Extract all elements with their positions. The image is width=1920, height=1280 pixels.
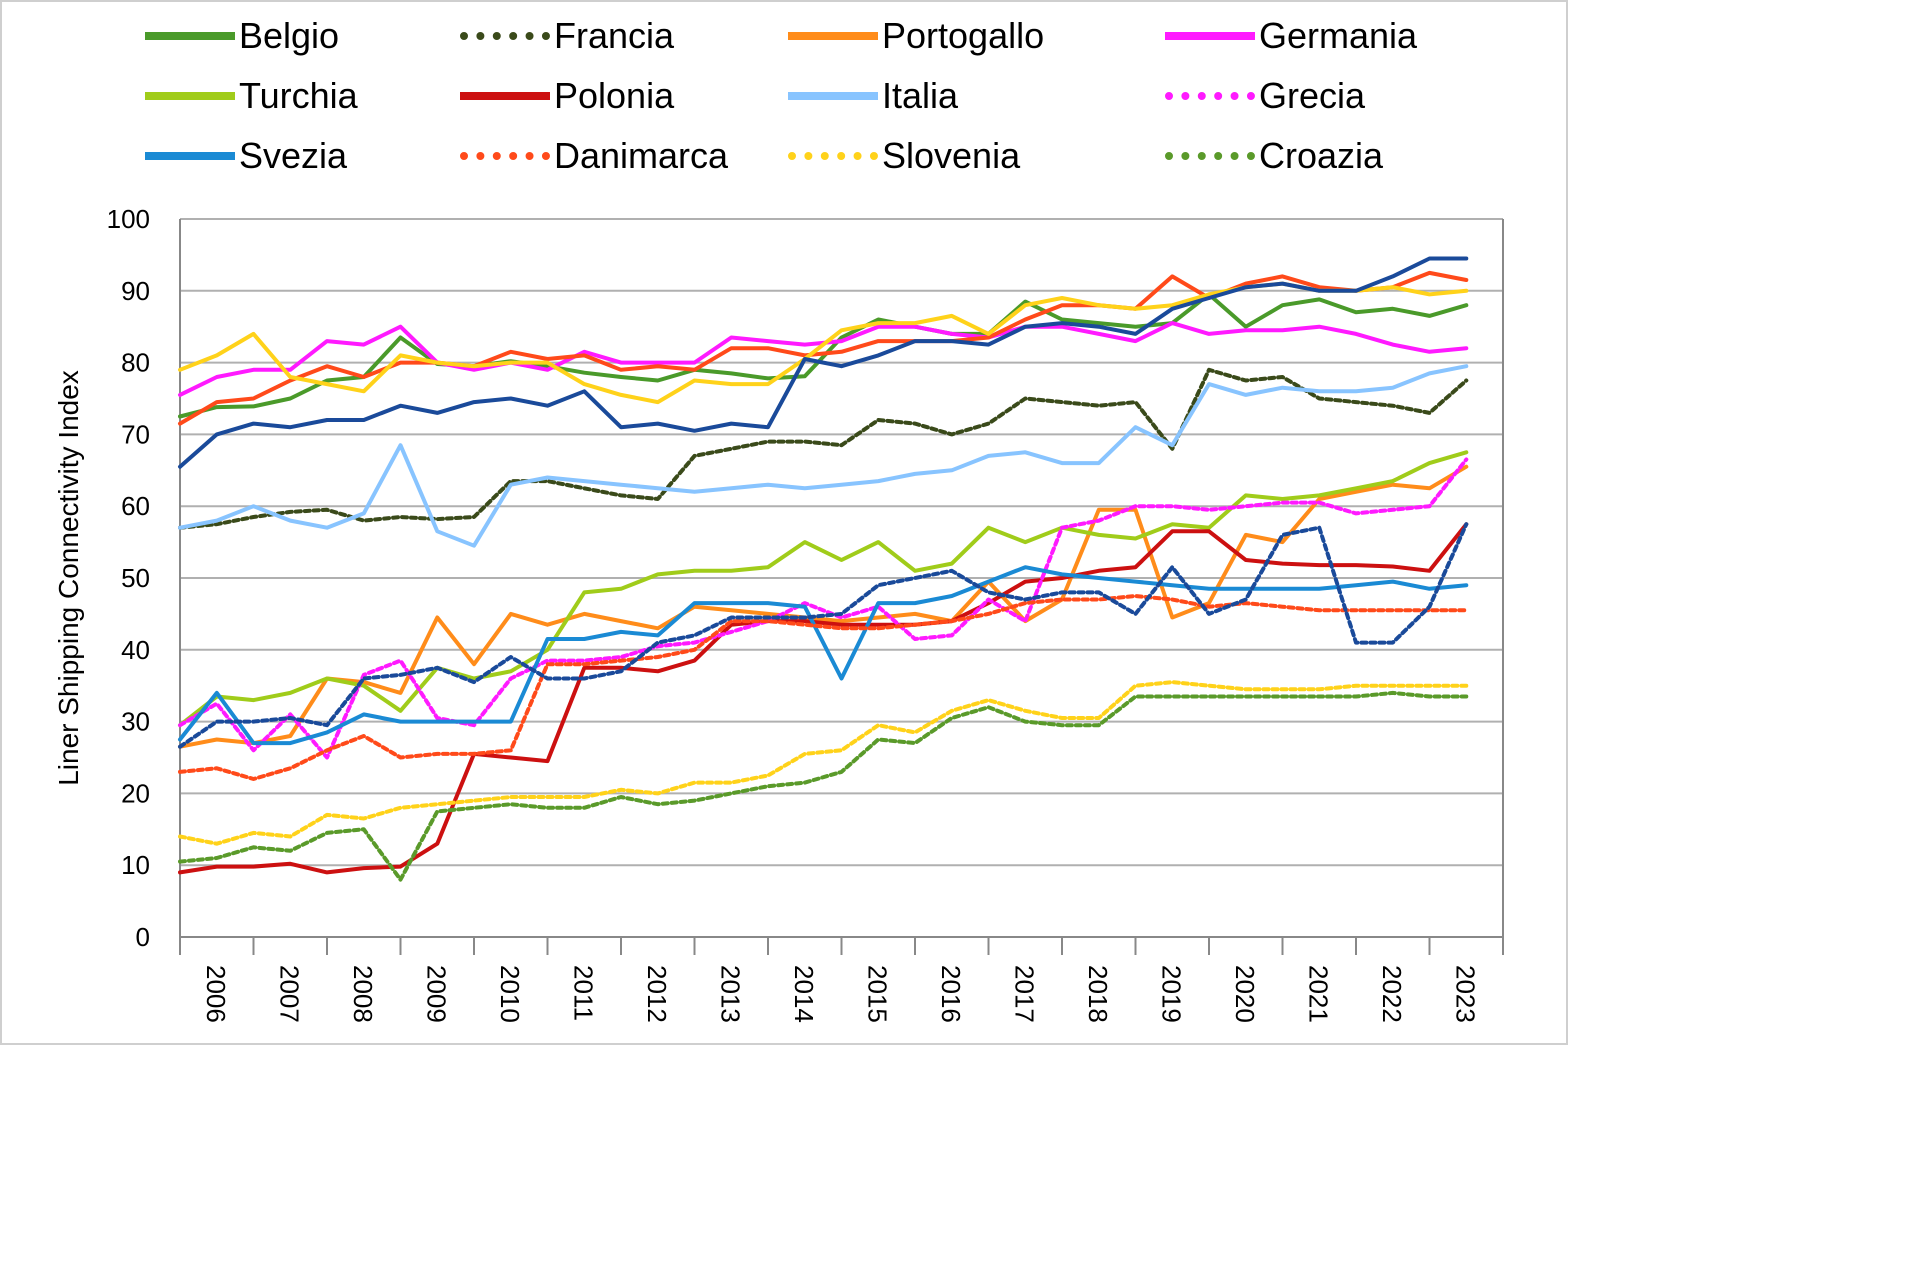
x-tick-label: 2008 bbox=[348, 965, 378, 1023]
legend-label: Danimarca bbox=[554, 135, 729, 176]
legend-label: Slovenia bbox=[882, 135, 1021, 176]
legend-swatch bbox=[1165, 92, 1255, 100]
legend-label: Grecia bbox=[1259, 75, 1366, 116]
x-tick-label: 2014 bbox=[789, 965, 819, 1023]
x-tick-label: 2019 bbox=[1156, 965, 1186, 1023]
legend-item-polonia: Polonia bbox=[460, 75, 675, 116]
legend-item-francia: Francia bbox=[460, 15, 675, 56]
chart-frame bbox=[0, 0, 1568, 1045]
legend-item-germania: Germania bbox=[1165, 15, 1418, 56]
legend-label: Germania bbox=[1259, 15, 1418, 56]
series-line-slovenia bbox=[178, 680, 1469, 846]
legend-swatch bbox=[1165, 32, 1255, 40]
legend-swatch bbox=[145, 92, 235, 100]
series-line-croazia bbox=[178, 690, 1469, 882]
y-tick-label: 0 bbox=[136, 922, 150, 952]
legend-swatch bbox=[788, 32, 878, 40]
x-tick-label: 2009 bbox=[421, 965, 451, 1023]
series-line-danimarca bbox=[178, 594, 1469, 781]
legend-swatch bbox=[788, 152, 878, 160]
legend-item-croazia: Croazia bbox=[1165, 135, 1384, 176]
series-line-unlabeled-12 bbox=[178, 270, 1469, 426]
x-tick-label: 2021 bbox=[1303, 965, 1333, 1023]
x-tick-label: 2012 bbox=[642, 965, 672, 1023]
y-tick-label: 100 bbox=[107, 204, 150, 234]
legend-label: Italia bbox=[882, 75, 959, 116]
series-line-unlabeled-14 bbox=[178, 256, 1469, 469]
series-line-unlabeled-15 bbox=[178, 522, 1469, 749]
legend-label: Portogallo bbox=[882, 15, 1045, 56]
x-tick-label: 2011 bbox=[568, 965, 598, 1021]
y-tick-label: 60 bbox=[121, 491, 150, 521]
legend-item-svezia: Svezia bbox=[145, 135, 348, 176]
legend-label: Turchia bbox=[239, 75, 358, 116]
legend-swatch bbox=[145, 152, 235, 160]
legend-item-turchia: Turchia bbox=[145, 75, 358, 116]
legend-swatch bbox=[460, 32, 550, 40]
series-line-belgio bbox=[178, 292, 1469, 419]
legend-swatch bbox=[1165, 152, 1255, 160]
series-line-italia bbox=[178, 364, 1469, 548]
line-chart: 0 10 20 30 40 50 60 70 80 90 100 2006 2007 2008 2009 20… bbox=[53, 204, 1504, 1023]
x-tick-label: 2015 bbox=[862, 965, 892, 1023]
legend-label: Croazia bbox=[1259, 135, 1384, 176]
y-tick-label: 70 bbox=[121, 419, 150, 449]
y-axis-title: Liner Shipping Connectivity Index bbox=[53, 370, 84, 786]
legend-label: Belgio bbox=[239, 15, 340, 56]
series-line-grecia bbox=[178, 457, 1469, 760]
y-tick-label: 40 bbox=[121, 635, 150, 665]
x-tick-label: 2017 bbox=[1009, 965, 1039, 1023]
x-tick-label: 2010 bbox=[495, 965, 525, 1023]
x-tick-label: 2006 bbox=[201, 965, 231, 1023]
series-line-unlabeled-13 bbox=[178, 281, 1469, 405]
legend-swatch bbox=[145, 32, 235, 40]
y-tick-label: 20 bbox=[121, 778, 150, 808]
y-tick-label: 80 bbox=[121, 348, 150, 378]
legend-item-belgio: Belgio bbox=[145, 15, 340, 56]
y-tick-label: 10 bbox=[121, 850, 150, 880]
series-line-turchia bbox=[178, 450, 1469, 728]
legend-label: Polonia bbox=[554, 75, 675, 116]
legend-item-italia: Italia bbox=[788, 75, 959, 116]
x-tick-label: 2013 bbox=[715, 965, 745, 1023]
x-tick-label: 2007 bbox=[274, 965, 304, 1023]
legend-item-portogallo: Portogallo bbox=[788, 15, 1045, 56]
legend-label: Svezia bbox=[239, 135, 348, 176]
y-tick-label: 50 bbox=[121, 563, 150, 593]
legend-label: Francia bbox=[554, 15, 675, 56]
x-tick-label: 2022 bbox=[1377, 965, 1407, 1023]
legend-swatch bbox=[460, 92, 550, 100]
legend-swatch bbox=[460, 152, 550, 160]
x-tick-label: 2023 bbox=[1450, 965, 1480, 1023]
legend-swatch bbox=[788, 92, 878, 100]
y-tick-label: 90 bbox=[121, 276, 150, 306]
x-tick-label: 2020 bbox=[1230, 965, 1260, 1023]
legend-item-grecia: Grecia bbox=[1165, 75, 1366, 116]
x-tick-label: 2018 bbox=[1083, 965, 1113, 1023]
legend-item-slovenia: Slovenia bbox=[788, 135, 1021, 176]
x-tick-label: 2016 bbox=[936, 965, 966, 1023]
legend-item-danimarca: Danimarca bbox=[460, 135, 729, 176]
y-tick-label: 30 bbox=[121, 707, 150, 737]
series-line-svezia bbox=[178, 565, 1469, 746]
legend: Belgio Francia Portogallo Germania Turchia Po… bbox=[0, 0, 1568, 200]
series-line-polonia bbox=[178, 522, 1469, 875]
series-line-portogallo bbox=[178, 464, 1469, 749]
series-line-francia bbox=[178, 367, 1469, 530]
